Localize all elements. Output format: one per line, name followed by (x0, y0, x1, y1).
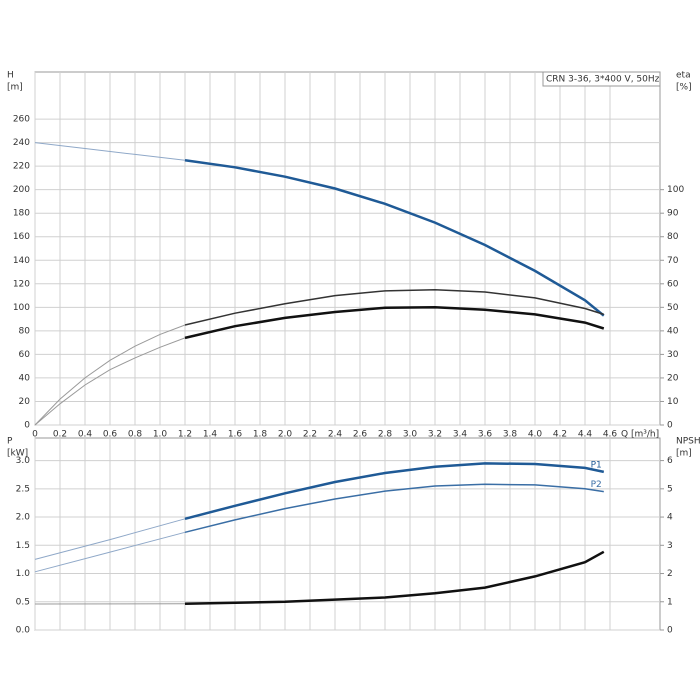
y-tick-label: 180 (13, 209, 30, 219)
y2-tick-label: 100 (667, 185, 684, 195)
curve (184, 462, 605, 521)
x-tick-label: 2.4 (328, 430, 343, 440)
y-tick-label: 2.5 (16, 484, 30, 494)
y2-tick-label: 2 (667, 569, 673, 579)
curve (34, 531, 186, 573)
curve (184, 288, 605, 326)
y2-axis-unit: [m] (676, 449, 692, 459)
curve-label: P2 (591, 480, 602, 490)
x-tick-label: 0.6 (103, 430, 118, 440)
curve (34, 518, 186, 560)
x-tick-label: 4.0 (528, 430, 543, 440)
curve (184, 159, 605, 317)
plot-frame (34, 71, 661, 426)
y-axis-unit: [m] (7, 83, 23, 93)
curve (34, 142, 186, 161)
chart-title: CRN 3-36, 3*400 V, 50Hz (546, 75, 660, 85)
y2-tick-label: 80 (667, 232, 679, 242)
x-tick-label: 3.4 (453, 430, 468, 440)
curve (184, 550, 605, 605)
y-tick-label: 120 (13, 279, 30, 289)
y-tick-label: 1.0 (16, 569, 31, 579)
y-axis-unit: [kW] (7, 449, 28, 459)
y-tick-label: 0.0 (16, 626, 31, 636)
y-tick-label: 240 (13, 138, 30, 148)
x-tick-label: 0.8 (128, 430, 143, 440)
y2-tick-label: 70 (667, 256, 679, 266)
y-tick-label: 3.0 (16, 456, 31, 466)
y2-tick-label: 1 (667, 597, 673, 607)
x-tick-label: 1.2 (178, 430, 192, 440)
x-tick-label: 2.6 (353, 430, 368, 440)
y-axis-label: H (7, 71, 14, 81)
y2-tick-label: 40 (667, 326, 679, 336)
y2-tick-label: 4 (667, 513, 673, 523)
y2-axis-label: NPSH (676, 437, 700, 447)
x-tick-label: 2.0 (278, 430, 293, 440)
y-tick-label: 220 (13, 162, 30, 172)
x-tick-label: 1.6 (228, 430, 243, 440)
x-tick-label: 2.2 (303, 430, 317, 440)
curve-label: P1 (591, 460, 602, 470)
y2-tick-label: 90 (667, 209, 679, 219)
y-tick-label: 260 (13, 115, 30, 125)
y-tick-label: 60 (19, 350, 31, 360)
x-tick-label: 3.8 (503, 430, 518, 440)
x-tick-label: 2.8 (378, 430, 393, 440)
y2-tick-label: 20 (667, 373, 679, 383)
x-axis-label: Q [m³/h] (621, 430, 659, 440)
y-axis-label: P (7, 437, 13, 447)
title-box (542, 71, 661, 87)
x-tick-label: 1.0 (153, 430, 168, 440)
y2-tick-label: 30 (667, 350, 679, 360)
y2-tick-label: 5 (667, 484, 673, 494)
x-tick-label: 0 (32, 430, 38, 440)
y2-tick-label: 10 (667, 397, 679, 407)
y-tick-label: 1.5 (16, 541, 30, 551)
x-tick-label: 3.6 (478, 430, 493, 440)
y-tick-label: 2.0 (16, 513, 31, 523)
y-tick-label: 140 (13, 256, 30, 266)
x-tick-label: 4.6 (603, 430, 618, 440)
x-tick-label: 4.2 (553, 430, 567, 440)
x-tick-label: 4.4 (578, 430, 593, 440)
y2-tick-label: 6 (667, 456, 673, 466)
y-tick-label: 100 (13, 303, 30, 313)
curve (34, 324, 186, 426)
x-tick-label: 0.4 (78, 430, 93, 440)
y-tick-label: 80 (19, 326, 31, 336)
y-tick-label: 0 (24, 421, 30, 431)
x-tick-label: 0.2 (53, 430, 67, 440)
x-tick-label: 1.8 (253, 430, 268, 440)
curve (34, 337, 186, 426)
curve (184, 483, 604, 534)
y2-tick-label: 3 (667, 541, 673, 551)
y2-axis-label: eta (676, 71, 691, 81)
y2-tick-label: 60 (667, 279, 679, 289)
curve (184, 306, 605, 340)
y-tick-label: 200 (13, 185, 30, 195)
x-tick-label: 3.2 (428, 430, 442, 440)
y2-tick-label: 0 (667, 626, 673, 636)
y-tick-label: 160 (13, 232, 30, 242)
y2-tick-label: 0 (667, 421, 673, 431)
x-tick-label: 1.4 (203, 430, 218, 440)
y-tick-label: 0.5 (16, 597, 30, 607)
y2-tick-label: 50 (667, 303, 679, 313)
x-tick-label: 3.0 (403, 430, 418, 440)
y-tick-label: 40 (19, 373, 31, 383)
y2-axis-unit: [%] (676, 83, 692, 93)
y-tick-label: 20 (19, 397, 31, 407)
